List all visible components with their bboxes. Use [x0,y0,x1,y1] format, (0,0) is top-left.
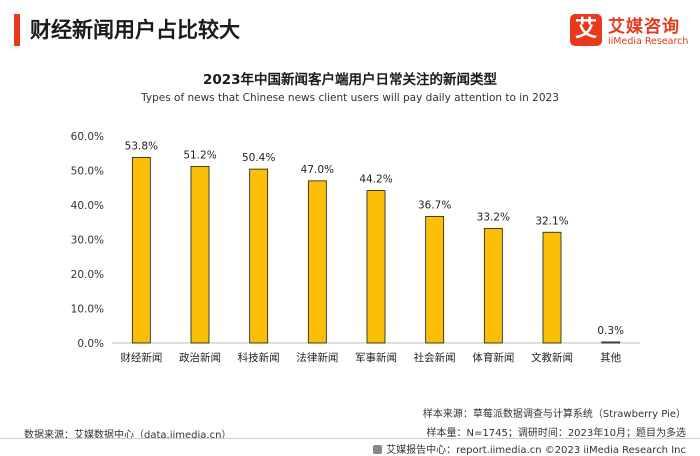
x-tick-label: 文教新闻 [531,351,573,364]
x-tick-label: 社会新闻 [414,351,456,364]
sample-source: 样本来源：草莓派数据调查与计算系统（Strawberry Pie） [422,409,686,420]
y-tick-label: 50.0% [71,166,104,178]
report-icon [373,445,383,454]
logo-name-en: iiMedia Research [608,36,689,47]
title-accent-bar [14,14,20,46]
bar [366,190,386,344]
x-tick-label: 财经新闻 [120,351,162,364]
y-tick-label: 30.0% [71,235,104,247]
bar [542,231,562,344]
chart-subtitle: Types of news that Chinese news client u… [141,92,559,104]
bar [483,228,503,344]
footer-divider [0,438,700,439]
bar-value-label: 0.3% [597,325,624,337]
logo-name-cn: 艾媒咨询 [608,17,680,37]
brand-logo: 艾 艾媒咨询 iiMedia Research [570,12,688,52]
report-center-text: 艾媒报告中心：report.iimedia.cn ©2023 iiMedia R… [386,445,686,456]
bar-value-label: 36.7% [418,199,451,211]
bar [131,156,151,344]
y-tick-label: 10.0% [71,304,104,316]
x-tick-label: 政治新闻 [179,351,221,364]
bar [307,180,327,344]
page-title: 财经新闻用户占比较大 [30,18,240,42]
bar-value-label: 51.2% [183,149,216,161]
y-tick-label: 60.0% [71,131,104,143]
y-tick-label: 20.0% [71,269,104,281]
y-tick-label: 0.0% [77,338,104,350]
bar-value-label: 32.1% [535,215,568,227]
bar [249,168,269,344]
bar [425,215,445,344]
chart-title: 2023年中国新闻客户端用户日常关注的新闻类型 [202,72,498,88]
x-tick-label: 其他 [600,351,621,364]
x-tick-label: 军事新闻 [355,351,397,364]
bar-value-label: 33.2% [477,211,510,223]
bar-value-label: 50.4% [242,152,275,164]
sample-info: 样本量：N=1745；调研时间：2023年10月；题目为多选 [426,428,686,439]
bar-value-label: 44.2% [359,174,392,186]
report-center: 艾媒报告中心：report.iimedia.cn ©2023 iiMedia R… [373,441,686,456]
bar-value-label: 53.8% [125,140,158,152]
bar [190,165,210,344]
x-tick-label: 法律新闻 [296,351,338,364]
iimedia-logo-icon: 艾 [570,14,602,46]
bar-value-label: 47.0% [301,164,334,176]
x-tick-label: 科技新闻 [238,351,280,364]
x-tick-label: 体育新闻 [472,351,514,364]
y-tick-label: 40.0% [71,200,104,212]
bar [601,341,621,344]
data-source: 数据来源：艾媒数据中心（data.iimedia.cn） [24,430,232,441]
